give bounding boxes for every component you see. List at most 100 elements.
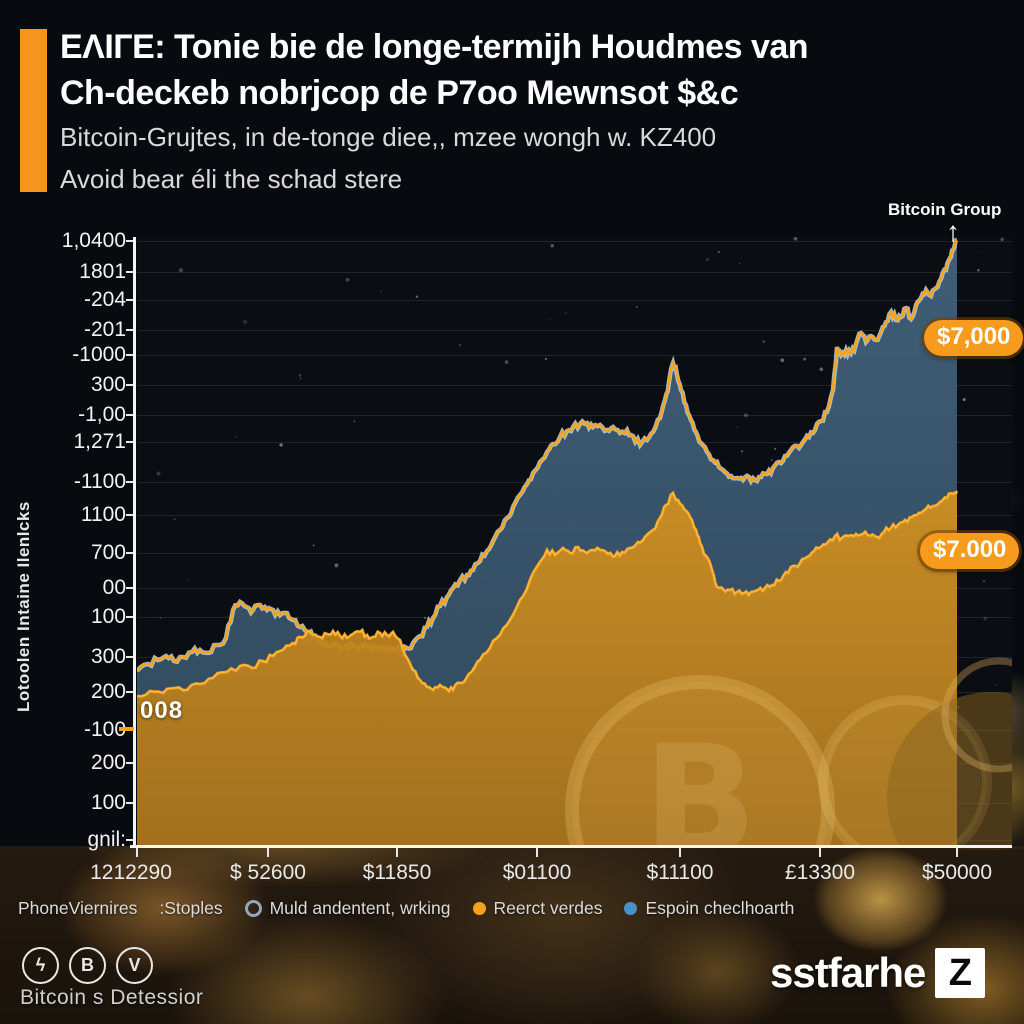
y-tick-label: 300 bbox=[90, 373, 126, 396]
y-tick bbox=[126, 514, 134, 516]
y-tick-label: -1,00 bbox=[78, 403, 126, 426]
y-tick bbox=[126, 240, 134, 242]
gridline bbox=[137, 385, 1012, 386]
legend: PhoneViernires :Stoples Muld andentent, wr… bbox=[18, 898, 794, 919]
x-tick-label: $11850 bbox=[362, 861, 432, 884]
coin-glow: B bbox=[565, 657, 1012, 845]
y-tick bbox=[126, 587, 134, 589]
area-reerct bbox=[137, 491, 957, 845]
y-tick-label: 1,271 bbox=[73, 430, 126, 453]
up-arrow-icon: ↑ bbox=[946, 216, 960, 247]
y-tick-label: 700 bbox=[90, 541, 126, 564]
source-circle-icon: ϟ bbox=[22, 947, 59, 984]
title-line-1: EΛIГЕ: Tonie bie de longe-termijh Houdme… bbox=[60, 28, 809, 66]
x-tick-label: $50000 bbox=[921, 861, 993, 884]
y-axis-title: Lotoolen Intaine Ilenlcks bbox=[14, 501, 33, 712]
legend-item: PhoneViernires bbox=[18, 898, 137, 919]
legend-label: Muld andentent, wrking bbox=[269, 898, 451, 918]
y-tick-label: -100 bbox=[83, 718, 126, 741]
brand-logo: sstfarhe Z bbox=[770, 948, 986, 998]
x-tick bbox=[396, 848, 398, 857]
y-tick bbox=[126, 354, 134, 356]
y-tick-label: 1801 bbox=[79, 260, 126, 283]
gridline bbox=[137, 300, 1012, 301]
y-tick bbox=[126, 299, 134, 301]
source-circle-icon: V bbox=[116, 947, 153, 984]
y-tick-label: 200 bbox=[90, 751, 126, 774]
price-badge-bottom: $7.000 bbox=[920, 533, 1020, 569]
brand-text: sstfarhe bbox=[770, 949, 926, 996]
x-tick bbox=[819, 848, 821, 857]
y-tick bbox=[126, 329, 134, 331]
y-tick bbox=[126, 762, 134, 764]
y-tick bbox=[126, 384, 134, 386]
y-tick bbox=[126, 691, 134, 693]
title-line-2: Ch-deckeb nobrjcop de P7oo Mewnsot $&c bbox=[60, 74, 739, 112]
brand-mark-icon: Z bbox=[935, 948, 986, 998]
source-circle-icon: B bbox=[69, 947, 106, 984]
y-tick-label: 300 bbox=[90, 645, 126, 668]
peak-label: Bitcoin Group bbox=[888, 200, 1002, 219]
y-tick-label: -201 bbox=[83, 318, 126, 341]
gridline bbox=[137, 415, 1012, 416]
page-title: EΛIГЕ: Tonie bie de longe-termijh Houdme… bbox=[60, 24, 980, 116]
start-value-label: 008 bbox=[140, 697, 184, 724]
background-coins-photo bbox=[0, 846, 1024, 1024]
legend-dot-icon bbox=[472, 902, 486, 915]
y-tick-label: 1100 bbox=[80, 503, 126, 526]
legend-item: Reerct verdes bbox=[472, 898, 603, 919]
legend-ring-icon bbox=[244, 900, 262, 917]
gridline bbox=[137, 241, 1012, 242]
subtitle-line-2: Avoid bear éli the schad stere bbox=[60, 164, 403, 194]
y-tick-label: 1,0400 bbox=[61, 229, 126, 252]
x-tick bbox=[679, 848, 681, 857]
x-tick bbox=[536, 848, 538, 857]
y-tick-label: 00 bbox=[102, 576, 126, 599]
x-tick-label: $11100 bbox=[646, 861, 714, 884]
y-tick-label: 100 bbox=[90, 605, 126, 628]
legend-label: :Stoples bbox=[159, 898, 223, 918]
y-tick bbox=[126, 271, 134, 273]
y-tick-label: -1100 bbox=[73, 470, 126, 493]
svg-text:B: B bbox=[643, 714, 757, 845]
line-reerct-highlight bbox=[137, 490, 958, 697]
x-axis-line bbox=[130, 845, 1012, 848]
y-tick-label: -1000 bbox=[72, 343, 126, 366]
x-tick bbox=[956, 848, 958, 857]
legend-label: Espoin checlhoarth bbox=[645, 898, 795, 918]
y-tick bbox=[126, 552, 134, 554]
subtitle-line-1: Bitcoin-Grujtes, in de-tonge diee,, mzee… bbox=[60, 122, 717, 152]
y-tick bbox=[126, 441, 134, 443]
x-tick bbox=[136, 848, 138, 857]
axis-accent-tick bbox=[119, 727, 134, 731]
y-tick bbox=[126, 656, 134, 658]
legend-dot-icon bbox=[624, 902, 638, 915]
legend-label: PhoneViernires bbox=[18, 898, 138, 918]
y-tick bbox=[126, 481, 134, 483]
legend-label: Reerct verdes bbox=[493, 898, 603, 918]
gridline bbox=[137, 272, 1012, 273]
x-tick-label: 1212290 bbox=[90, 861, 172, 884]
y-tick-label: 100 bbox=[90, 791, 126, 814]
y-tick bbox=[126, 616, 134, 618]
page-subtitle: Bitcoin-Grujtes, in de-tonge diee,, mzee… bbox=[60, 116, 980, 200]
price-badge-top: $7,000 bbox=[924, 320, 1024, 356]
source-label: Bitcoin s Detessior bbox=[20, 986, 204, 1009]
accent-bar bbox=[20, 29, 47, 192]
y-axis-line bbox=[133, 237, 136, 848]
legend-item: Muld andentent, wrking bbox=[244, 898, 451, 919]
y-tick-label: 200 bbox=[90, 680, 126, 703]
y-tick bbox=[126, 802, 134, 804]
gridline bbox=[137, 330, 1012, 331]
y-tick-label: gnil: bbox=[87, 828, 126, 851]
x-tick bbox=[267, 848, 269, 857]
legend-item: Espoin checlhoarth bbox=[624, 898, 794, 919]
chart-area: B bbox=[137, 237, 1012, 845]
x-tick-label: $01100 bbox=[502, 861, 572, 884]
legend-item: :Stoples bbox=[159, 898, 222, 919]
x-tick-label: £13300 bbox=[784, 861, 856, 884]
y-tick-label: -204 bbox=[83, 288, 126, 311]
y-tick bbox=[126, 839, 134, 841]
